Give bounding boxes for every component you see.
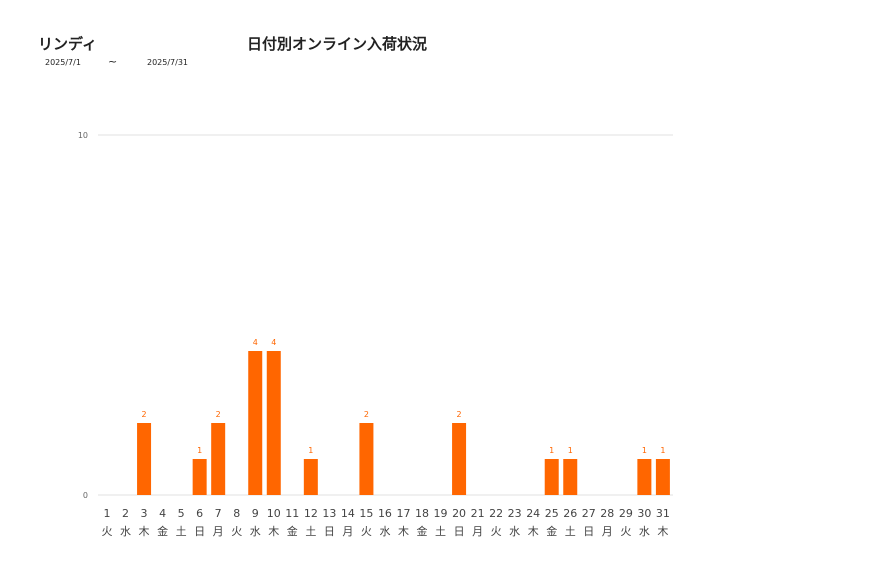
x-tick-label: 15: [359, 507, 373, 520]
weekday-label: 火: [231, 525, 242, 538]
date-end: 2025/7/31: [147, 58, 189, 67]
bar: [137, 423, 152, 495]
x-tick-label: 8: [233, 507, 240, 520]
data-label: 2: [364, 410, 369, 419]
data-label: 1: [642, 446, 647, 455]
x-tick-label: 5: [178, 507, 185, 520]
weekday-label: 土: [305, 525, 316, 538]
weekday-label: 火: [102, 525, 113, 538]
x-tick-label: 9: [252, 507, 259, 520]
x-tick-label: 26: [563, 507, 577, 520]
weekday-label: 木: [268, 525, 279, 538]
x-tick-label: 11: [285, 507, 299, 520]
weekday-label: 月: [342, 525, 353, 538]
data-label: 4: [271, 338, 276, 347]
data-label: 1: [549, 446, 554, 455]
weekday-label: 木: [657, 525, 668, 538]
weekday-label: 金: [417, 524, 428, 538]
x-tick-label: 30: [637, 507, 651, 520]
x-tick-label: 28: [600, 507, 614, 520]
data-label: 2: [457, 410, 462, 419]
data-label: 1: [568, 446, 573, 455]
x-tick-label: 18: [415, 507, 429, 520]
x-tick-label: 25: [545, 507, 559, 520]
x-tick-label: 29: [619, 507, 633, 520]
weekday-label: 水: [250, 525, 261, 538]
date-separator: ~: [108, 55, 118, 68]
bar: [266, 351, 281, 495]
weekday-label: 木: [398, 525, 409, 538]
x-tick-label: 20: [452, 507, 466, 520]
bar: [655, 459, 670, 495]
weekday-label: 日: [194, 525, 205, 538]
data-label: 2: [216, 410, 221, 419]
bar: [452, 423, 467, 495]
bar: [303, 459, 318, 495]
weekday-label: 日: [583, 525, 594, 538]
x-tick-label: 6: [196, 507, 203, 520]
weekday-label: 木: [528, 525, 539, 538]
x-tick-label: 7: [215, 507, 222, 520]
bar: [544, 459, 559, 495]
bar: [192, 459, 207, 495]
x-tick-label: 17: [396, 507, 410, 520]
weekday-label: 木: [139, 525, 150, 538]
weekday-label: 日: [324, 525, 335, 538]
x-tick-label: 4: [159, 507, 166, 520]
bar: [359, 423, 374, 495]
weekday-label: 水: [120, 525, 131, 538]
weekday-label: 火: [620, 525, 631, 538]
x-tick-label: 23: [508, 507, 522, 520]
bar: [211, 423, 226, 495]
x-tick-label: 1: [104, 507, 111, 520]
bar: [637, 459, 652, 495]
x-tick-label: 13: [322, 507, 336, 520]
x-tick-label: 22: [489, 507, 503, 520]
data-label: 1: [197, 446, 202, 455]
x-tick-label: 27: [582, 507, 596, 520]
shop-name: リンディ: [38, 35, 97, 53]
weekday-label: 月: [213, 525, 224, 538]
x-tick-label: 24: [526, 507, 540, 520]
weekday-label: 金: [546, 524, 557, 538]
x-tick-label: 31: [656, 507, 670, 520]
weekday-label: 土: [435, 525, 446, 538]
x-tick-label: 21: [471, 507, 485, 520]
bar: [563, 459, 578, 495]
weekday-label: 月: [602, 525, 613, 538]
weekday-label: 月: [472, 525, 483, 538]
weekday-label: 金: [157, 524, 168, 538]
y-tick-label: 0: [83, 491, 88, 500]
page-title: 日付別オンライン入荷状況: [247, 35, 428, 53]
x-tick-label: 10: [267, 507, 281, 520]
data-label: 1: [660, 446, 665, 455]
data-label: 1: [308, 446, 313, 455]
weekday-label: 水: [509, 525, 520, 538]
x-tick-label: 19: [434, 507, 448, 520]
weekday-label: 水: [639, 525, 650, 538]
bar: [248, 351, 263, 495]
weekday-label: 土: [565, 525, 576, 538]
data-label: 2: [142, 410, 147, 419]
date-start: 2025/7/1: [45, 58, 81, 67]
y-tick-label: 10: [78, 131, 88, 140]
weekday-label: 金: [287, 524, 298, 538]
x-tick-label: 2: [122, 507, 129, 520]
x-tick-label: 3: [141, 507, 148, 520]
x-tick-label: 14: [341, 507, 355, 520]
weekday-label: 火: [491, 525, 502, 538]
x-tick-label: 16: [378, 507, 392, 520]
weekday-label: 水: [379, 525, 390, 538]
data-label: 4: [253, 338, 258, 347]
x-tick-label: 12: [304, 507, 318, 520]
weekday-label: 火: [361, 525, 372, 538]
weekday-label: 日: [454, 525, 465, 538]
weekday-label: 土: [176, 525, 187, 538]
